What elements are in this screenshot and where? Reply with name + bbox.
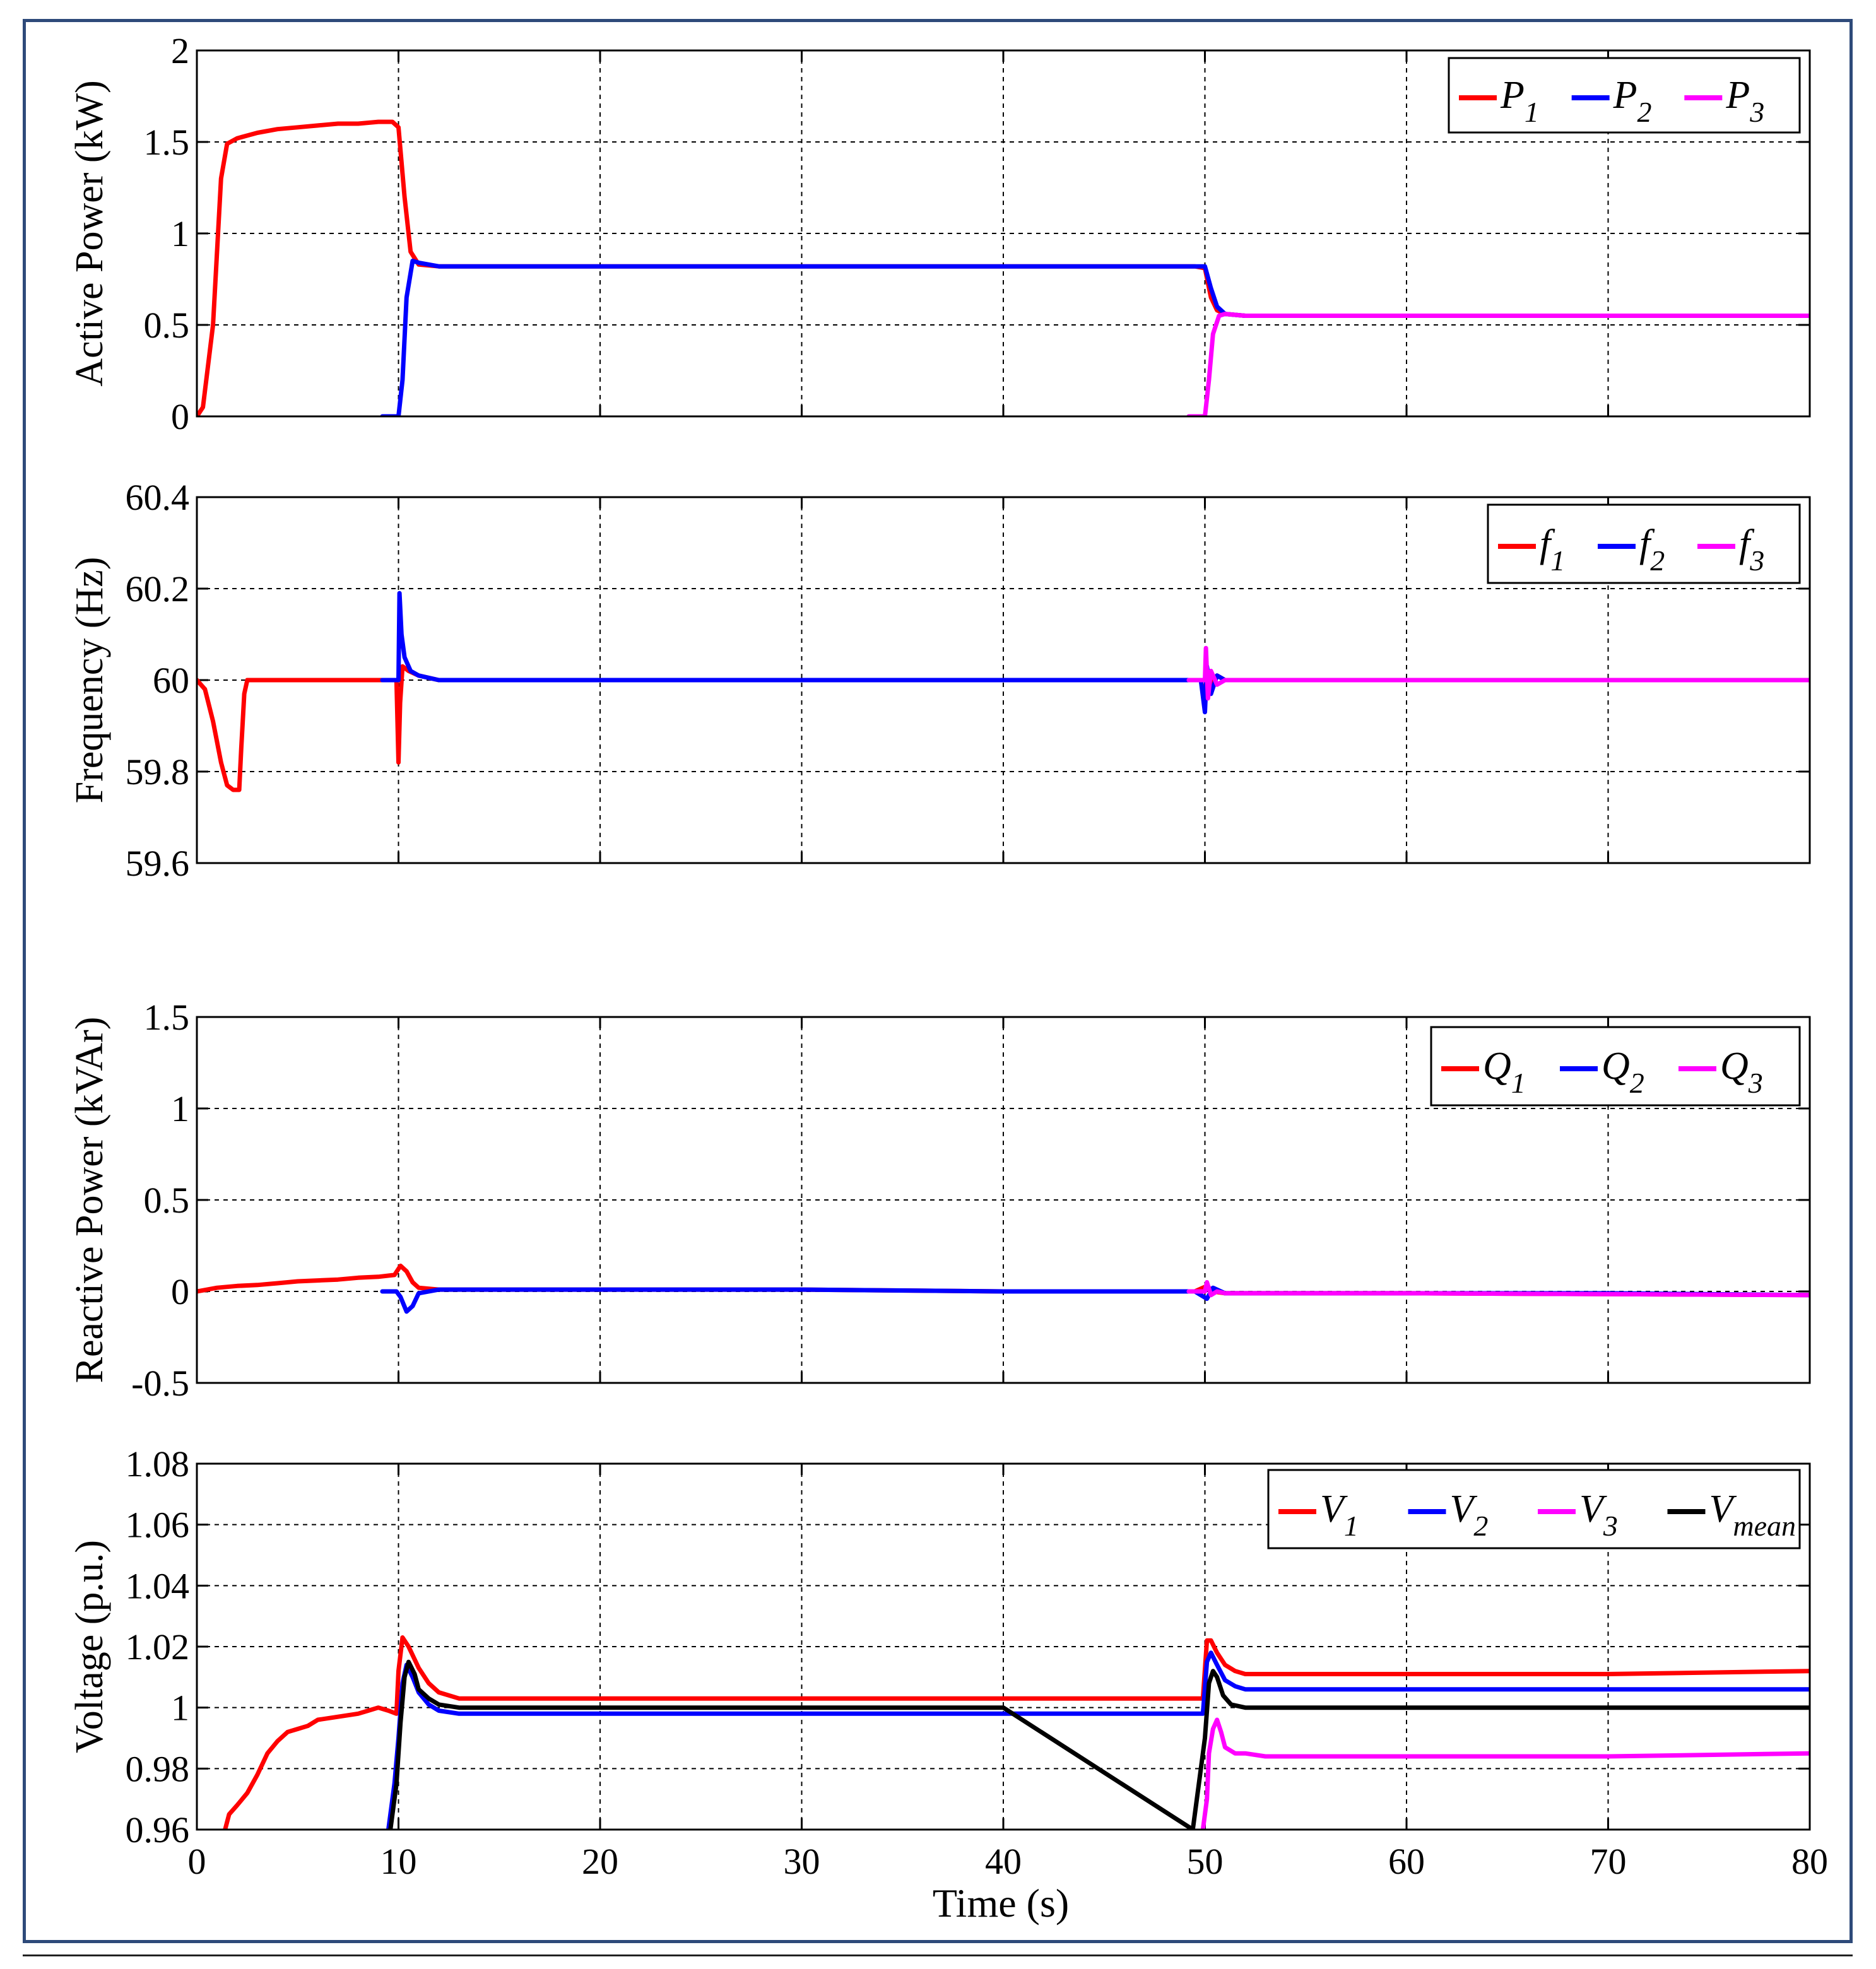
y-tick-label: 59.6 (126, 843, 190, 884)
legend-entry: Q3 (1720, 1045, 1763, 1099)
y-tick-label: 0.5 (144, 1180, 190, 1221)
series-line-f3 (1186, 645, 1810, 701)
x-tick-label: 50 (1187, 1841, 1224, 1882)
axes-box (196, 1016, 1811, 1384)
y-tick-label: 1.02 (126, 1626, 190, 1667)
series-line-q3 (1186, 1280, 1810, 1298)
y-tick-label: 1.08 (126, 1443, 190, 1484)
legend: Q1 Q2 Q3 (1430, 1026, 1801, 1107)
legend-entry: Q2 (1602, 1045, 1644, 1099)
legend-box (1487, 503, 1801, 584)
legend-entry: Vmean (1709, 1488, 1796, 1542)
series-group (197, 591, 1810, 792)
legend: V1 V2 V3 Vmean (1267, 1469, 1801, 1549)
y-tick-label: 1 (171, 1088, 189, 1129)
panel-2: 59.6 59.8 60 60.2 60.4 Frequency (Hz) f1 f2 f3 (68, 477, 1811, 884)
x-tick-label: 70 (1590, 1841, 1627, 1882)
y-tick-label: 0.5 (144, 305, 190, 346)
x-tick-label: 30 (784, 1841, 820, 1882)
series-group (223, 1635, 1810, 1830)
y-tick-label: 0 (171, 1271, 189, 1312)
y-tick-label: 1.5 (144, 122, 190, 163)
axes-box (196, 1462, 1811, 1831)
legend-box (1448, 57, 1801, 134)
y-tick-label: 0.96 (126, 1809, 190, 1850)
panel-4: 0.96 0.98 1 1.02 1.04 1.06 1.08 0 10 20 30 40 50 60 70… (68, 1443, 1828, 1882)
legend-entry: P2 (1613, 74, 1652, 128)
series-line-vmean (388, 1659, 1810, 1830)
series-group (197, 119, 1810, 416)
panel-1: 0 0.5 1 1.5 2 Active Power (kW) P1 P2 P3 (68, 30, 1811, 437)
x-tick-label: 10 (381, 1841, 417, 1882)
legend-entry: P1 (1500, 74, 1539, 128)
legend-entry: V1 (1320, 1488, 1359, 1542)
y-tick-label: 0 (171, 396, 189, 437)
y-axis-label: Frequency (Hz) (68, 557, 111, 804)
x-tick-label: 0 (188, 1841, 206, 1882)
x-tick-label: 20 (582, 1841, 618, 1882)
y-tick-label: 1.06 (126, 1505, 190, 1546)
series-group (197, 1263, 1810, 1314)
x-axis-label: Time (s) (933, 1881, 1069, 1925)
x-tick-label: 60 (1388, 1841, 1425, 1882)
y-tick-label: 0.98 (126, 1748, 190, 1789)
y-tick-label: 60.2 (126, 568, 190, 609)
y-axis-label: Reactive Power (kVAr) (68, 1017, 111, 1384)
y-tick-label: 60 (153, 660, 189, 701)
x-tick-label: 80 (1791, 1841, 1828, 1882)
series-line-v3 (1200, 1717, 1810, 1830)
axes-box (196, 496, 1811, 864)
legend: f1 f2 f3 (1487, 503, 1801, 584)
y-tick-label: 1.04 (126, 1565, 190, 1606)
legend-entry: P3 (1725, 74, 1764, 128)
series-line-p3 (1186, 312, 1810, 416)
series-line-v1 (223, 1635, 1810, 1830)
legend-entry: V3 (1579, 1488, 1618, 1542)
legend-box (1267, 1469, 1801, 1549)
y-tick-label: 59.8 (126, 751, 190, 792)
y-tick-label: -0.5 (131, 1363, 189, 1404)
bottom-rule (23, 1954, 1853, 1956)
y-tick-label: 2 (171, 30, 189, 71)
x-tick-label: 40 (985, 1841, 1022, 1882)
y-axis-label: Voltage (p.u.) (68, 1540, 111, 1753)
y-tick-label: 1.5 (144, 997, 190, 1038)
legend: P1 P2 P3 (1448, 57, 1801, 134)
legend-entry: Q1 (1483, 1045, 1526, 1099)
y-tick-label: 1 (171, 213, 189, 254)
y-tick-label: 60.4 (126, 477, 190, 518)
y-tick-label: 1 (171, 1688, 189, 1729)
y-axis-label: Active Power (kW) (68, 80, 111, 387)
legend-entry: V2 (1450, 1488, 1489, 1542)
legend-box (1430, 1026, 1801, 1107)
panel-3: -0.5 0 0.5 1 1.5 Reactive Power (kVAr) Q1 Q2 Q3 (68, 997, 1811, 1404)
axes-box (196, 49, 1811, 418)
series-line-p1 (197, 119, 1810, 416)
